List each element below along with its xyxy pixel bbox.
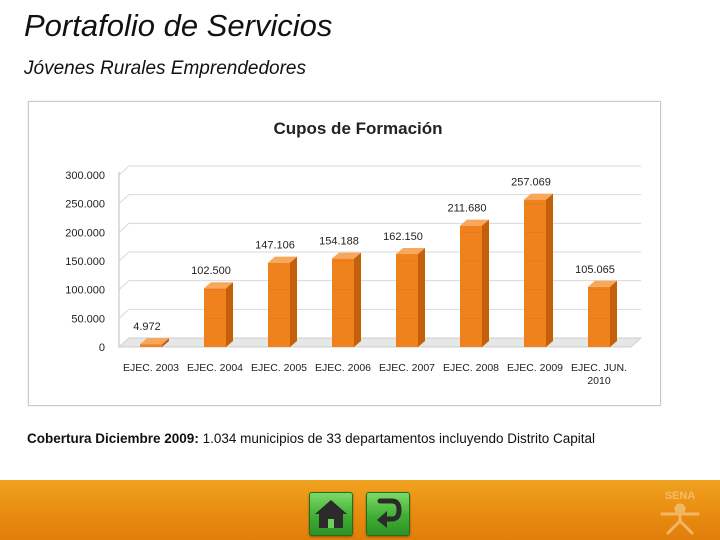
bar-front <box>396 254 418 347</box>
x-tick-label: EJEC. 2006 <box>315 362 371 374</box>
x-tick-label: EJEC. 2004 <box>187 362 243 374</box>
gridline <box>118 280 641 291</box>
data-label: 257.069 <box>511 177 551 189</box>
bar <box>140 338 169 347</box>
coverage-note: Cobertura Diciembre 2009: 1.034 municipi… <box>27 431 595 446</box>
bar-front <box>588 286 610 347</box>
coverage-text: 1.034 municipios de 33 departamentos inc… <box>198 431 596 446</box>
y-tick-label: 50.000 <box>71 313 105 325</box>
logo-wordmark: SENA <box>665 490 696 502</box>
bar-side <box>354 252 361 347</box>
bar-side <box>162 338 169 347</box>
chart-axes: 0 50.000 100.000 150.000 200.000 250.000 300.0… <box>65 170 643 354</box>
bar-top <box>524 193 553 200</box>
bar-front <box>268 262 290 347</box>
x-tick-label: 2010 <box>587 375 611 387</box>
bar <box>332 252 361 347</box>
bar-top <box>588 280 617 287</box>
data-label: 162.150 <box>383 231 423 243</box>
chart-bars <box>140 193 617 347</box>
x-tick-label: EJEC. 2008 <box>443 362 499 374</box>
bar-front <box>204 288 226 347</box>
y-tick-label: 0 <box>99 342 105 354</box>
data-label: 147.106 <box>255 240 295 252</box>
gridline <box>118 165 641 176</box>
bar-front <box>524 199 546 347</box>
gridline <box>118 222 641 233</box>
bar-side <box>546 193 553 347</box>
x-tick-label: EJEC. 2003 <box>123 362 179 374</box>
page-subtitle: Jóvenes Rurales Emprendedores <box>24 58 306 79</box>
chart-data-labels: 4.972 102.500 147.106 154.188 162.150 211.680… <box>133 177 615 334</box>
bar-top <box>204 282 233 289</box>
bar-side <box>610 280 617 347</box>
gridline <box>118 251 641 262</box>
return-button[interactable] <box>366 492 410 536</box>
bar-side <box>226 282 233 347</box>
bar-front <box>460 225 482 347</box>
bar-top <box>396 248 425 255</box>
x-tick-label: EJEC. 2007 <box>379 362 435 374</box>
home-icon <box>315 500 347 528</box>
bar-front <box>332 258 354 347</box>
data-label: 105.065 <box>575 264 615 276</box>
bar-side <box>418 248 425 347</box>
bar-front <box>140 344 162 347</box>
bar <box>460 219 489 347</box>
y-tick-label: 300.000 <box>65 170 105 182</box>
return-arrow-icon <box>377 498 402 528</box>
bar-top <box>140 338 169 345</box>
bar-side <box>482 219 489 347</box>
x-tick-label: EJEC. JUN. <box>571 362 627 374</box>
y-tick-label: 150.000 <box>65 256 105 268</box>
y-tick-label: 200.000 <box>65 227 105 239</box>
coverage-label: Cobertura Diciembre 2009: <box>27 431 199 446</box>
chart-x-ticks: EJEC. 2003 EJEC. 2004 EJEC. 2005 EJEC. 2006… <box>123 362 627 387</box>
data-label: 102.500 <box>191 265 231 277</box>
page-title: Portafolio de Servicios <box>24 8 333 43</box>
bar <box>524 193 553 347</box>
bar <box>268 256 297 347</box>
bar-top <box>332 252 361 259</box>
chart-frame: Cupos de Formación 0 50.000 100.000 150.000… <box>28 101 661 406</box>
chart-floor <box>117 337 643 348</box>
y-tick-label: 250.000 <box>65 199 105 211</box>
data-label: 211.680 <box>448 203 487 215</box>
chart-grid <box>118 165 641 348</box>
y-tick-label: 100.000 <box>65 285 105 297</box>
bar-top <box>268 256 297 263</box>
bar-chart: Cupos de Formación 0 50.000 100.000 150.000… <box>65 119 643 387</box>
bar <box>204 282 233 347</box>
sena-logo: SENA <box>660 490 700 535</box>
chart-title: Cupos de Formación <box>273 119 442 138</box>
home-button[interactable] <box>309 492 353 536</box>
data-label: 154.188 <box>319 236 359 248</box>
x-tick-label: EJEC. 2009 <box>507 362 563 374</box>
x-tick-label: EJEC. 2005 <box>251 362 307 374</box>
bar <box>396 248 425 347</box>
data-label: 4.972 <box>133 321 161 333</box>
gridline <box>118 308 641 319</box>
bar-top <box>460 219 489 226</box>
footer-bar <box>0 480 720 540</box>
bar <box>588 280 617 347</box>
bar-side <box>290 256 297 347</box>
gridline <box>118 194 641 205</box>
